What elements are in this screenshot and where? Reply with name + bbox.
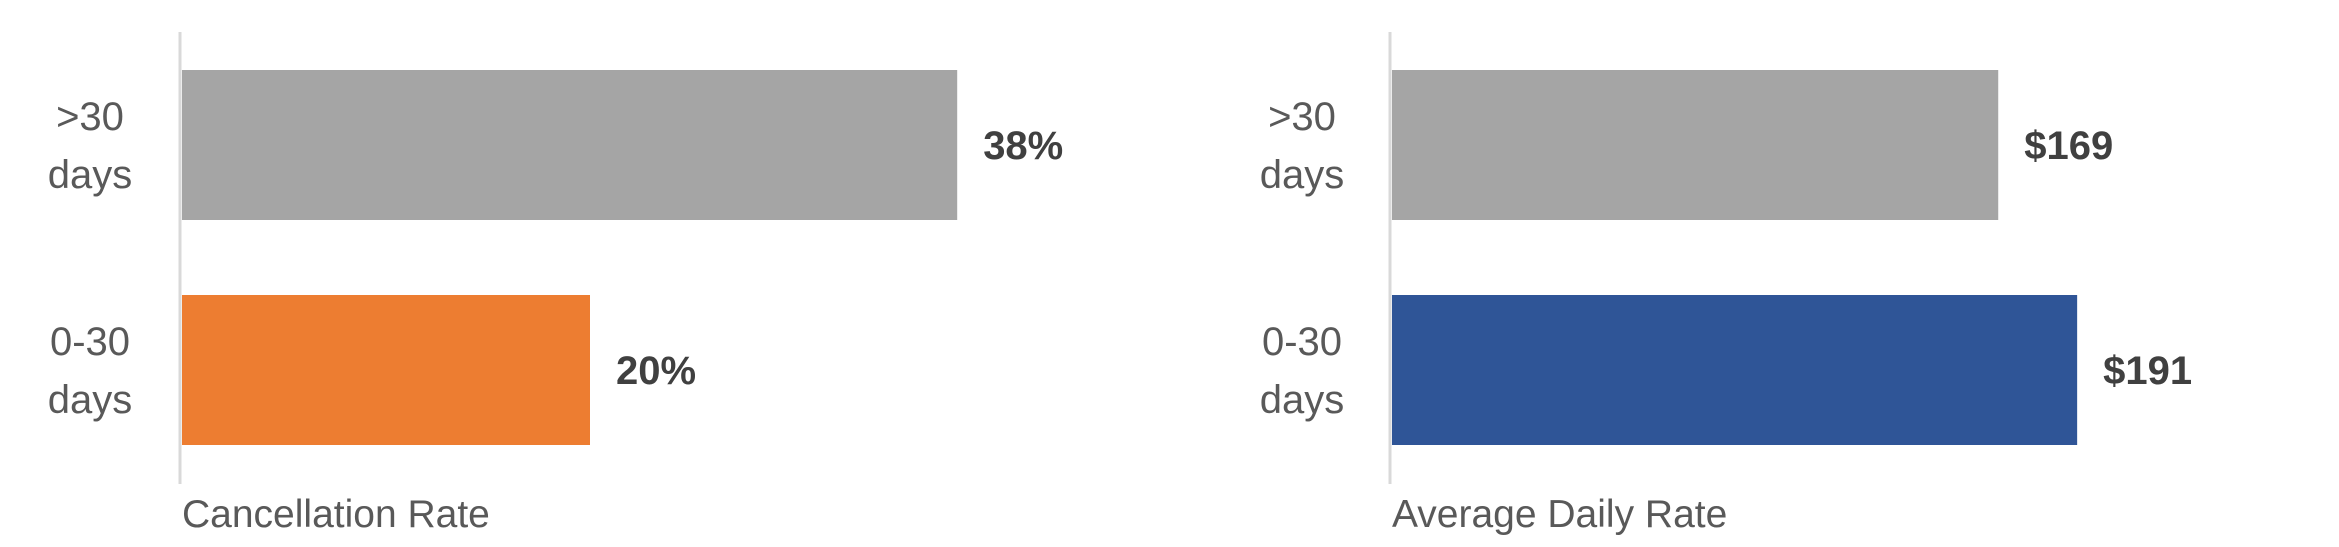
category-label-line: 0-30 bbox=[1262, 320, 1342, 364]
bar bbox=[182, 70, 958, 220]
chart-panel-cancellation-rate: >30 days 0-30 days 38% 20% Cancellation R… bbox=[48, 32, 1063, 536]
x-axis-label: Cancellation Rate bbox=[182, 493, 490, 536]
bar-series: $169 $191 bbox=[1392, 70, 2192, 445]
category-label-line: days bbox=[1260, 153, 1345, 197]
category-label-line: >30 bbox=[1268, 95, 1336, 139]
bar bbox=[1392, 295, 2078, 445]
chart-panel-average-daily-rate: >30 days 0-30 days $169 $191 Average Dail… bbox=[1260, 32, 2192, 536]
data-label: 20% bbox=[616, 349, 696, 393]
category-label-line: 0-30 bbox=[50, 320, 130, 364]
category-label-line: >30 bbox=[56, 95, 124, 139]
category-label-line: days bbox=[48, 378, 133, 422]
data-label: $191 bbox=[2103, 349, 2192, 393]
data-label: 38% bbox=[983, 124, 1063, 168]
bar bbox=[182, 295, 590, 445]
bar bbox=[1392, 70, 1999, 220]
bar-series: 38% 20% bbox=[182, 70, 1063, 445]
data-label: $169 bbox=[2024, 124, 2113, 168]
category-label-line: days bbox=[48, 153, 133, 197]
x-axis-label: Average Daily Rate bbox=[1392, 493, 1727, 536]
category-label-line: days bbox=[1260, 378, 1345, 422]
